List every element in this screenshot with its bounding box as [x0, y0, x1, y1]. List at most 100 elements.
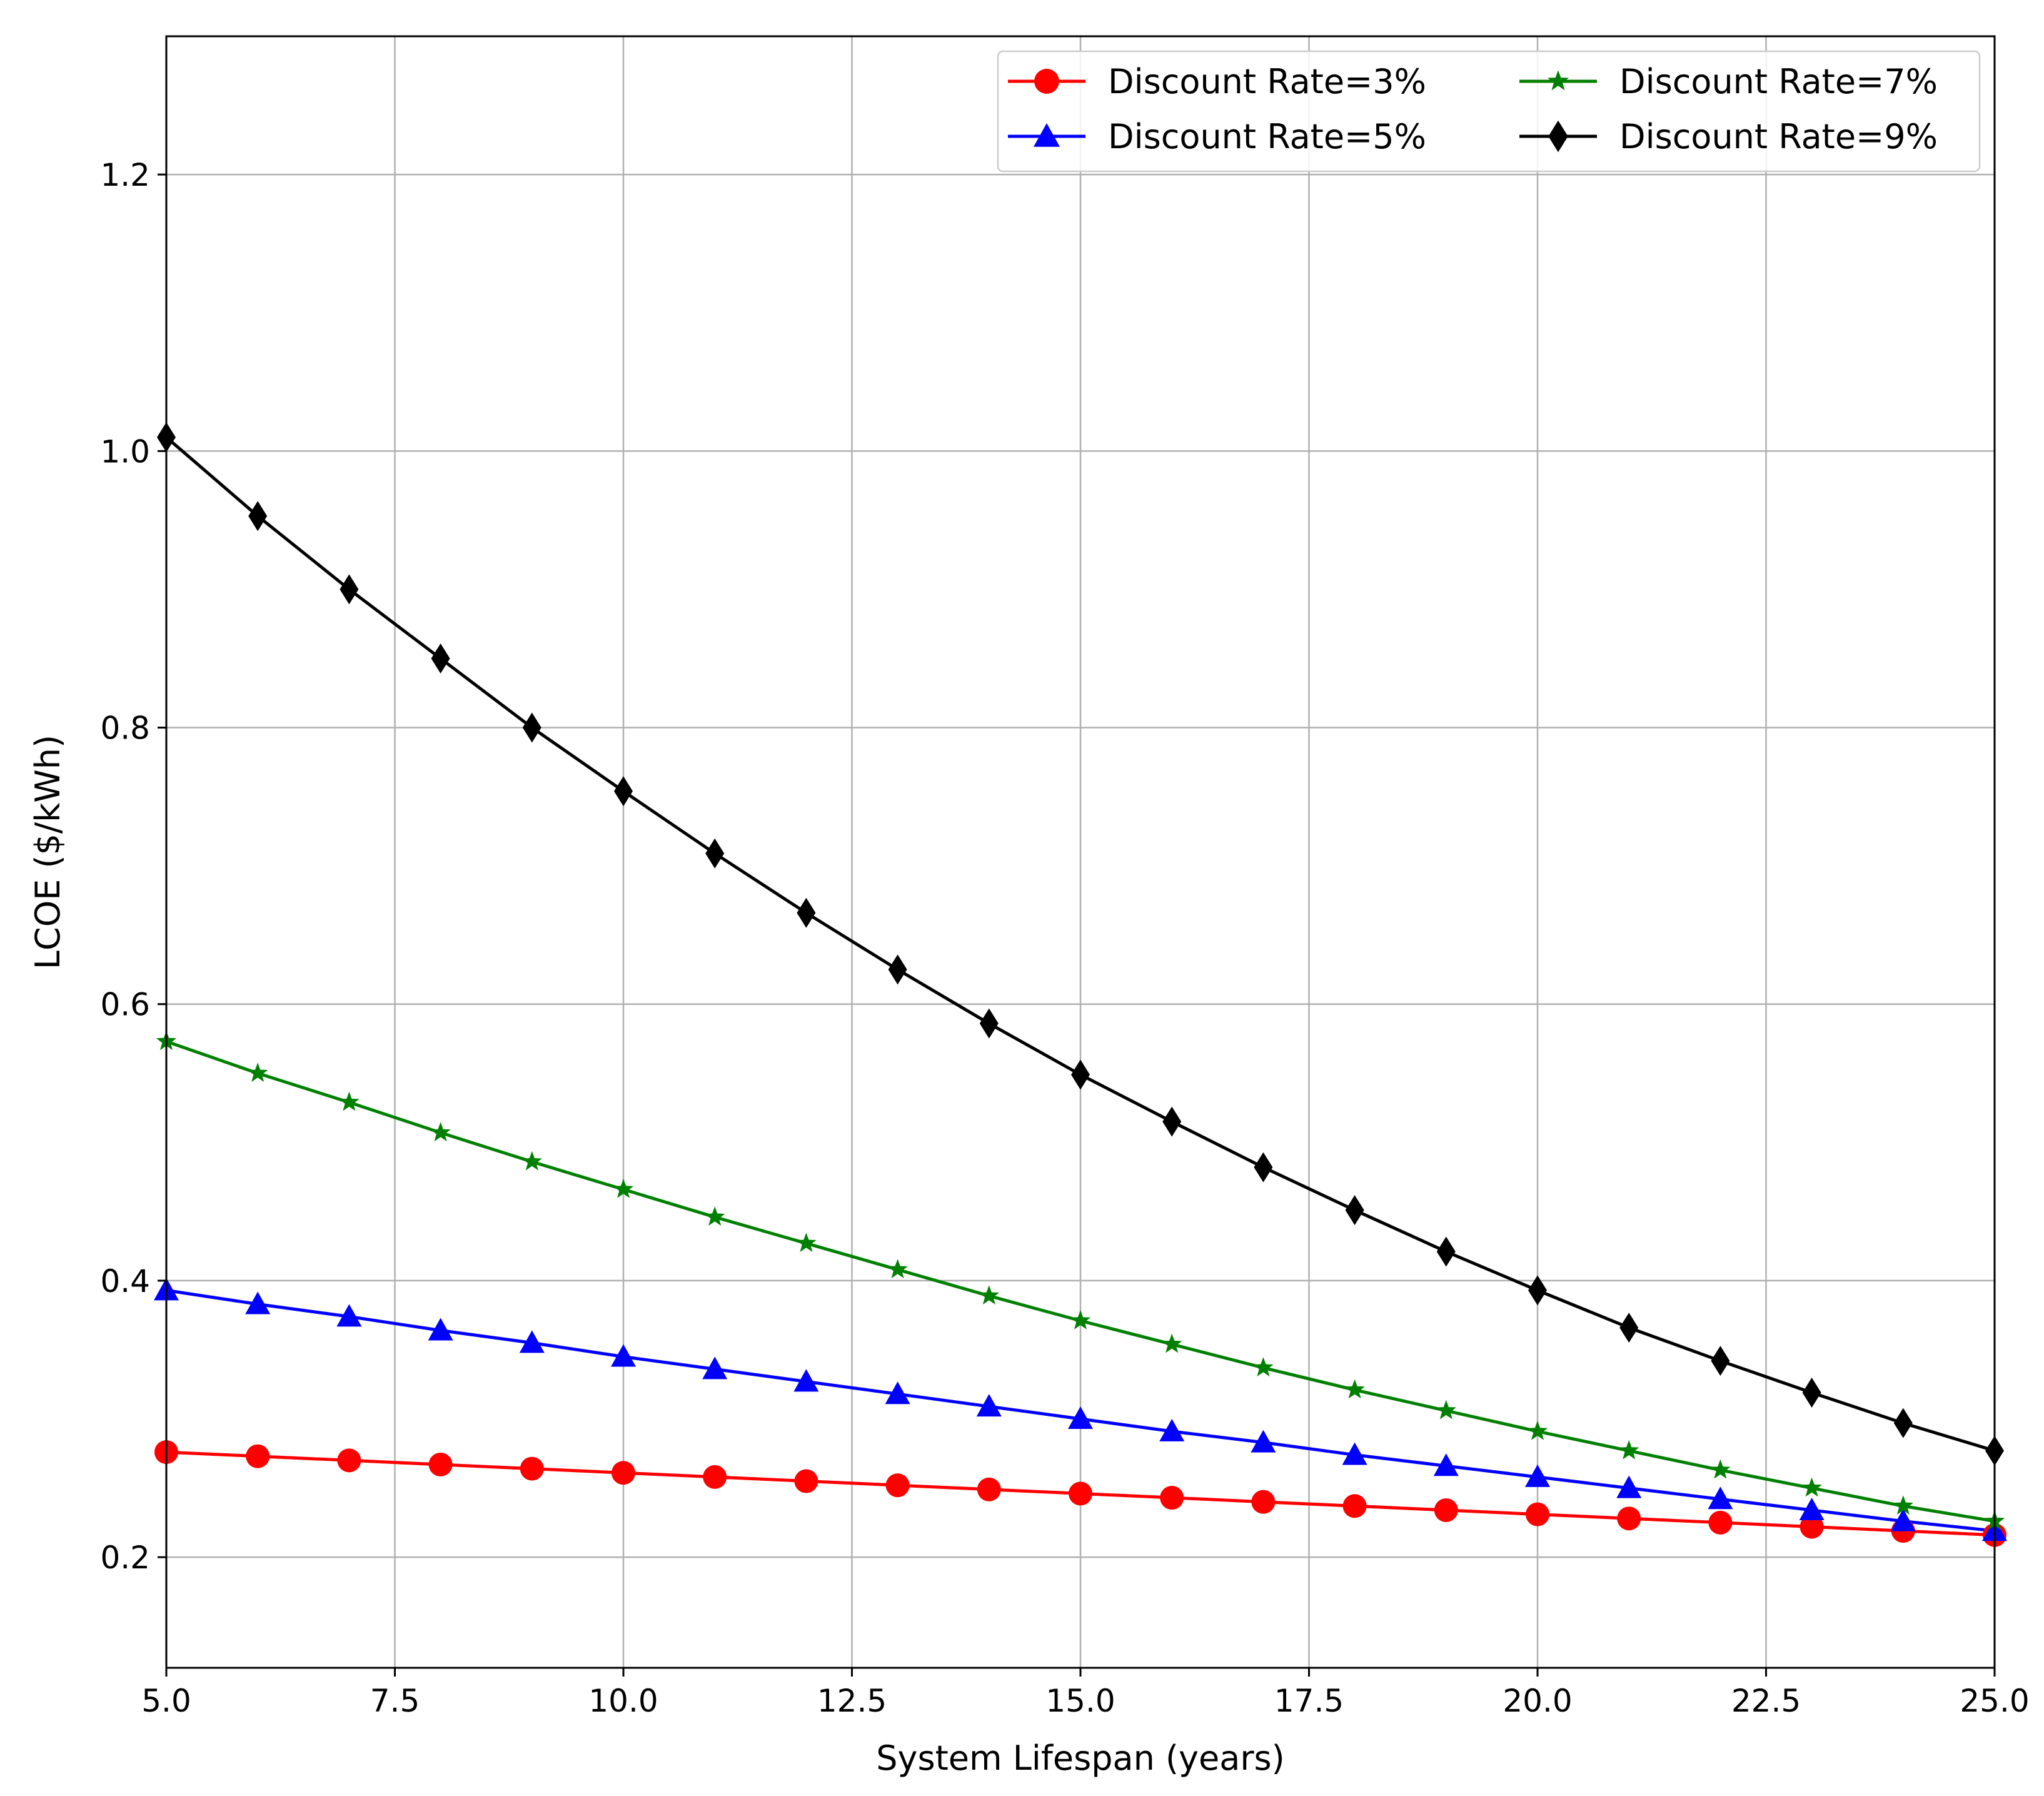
y-tick-label: 0.2: [100, 1540, 150, 1576]
diamond-marker: [248, 501, 268, 532]
triangle-marker: [428, 1318, 453, 1341]
x-tick-label: 10.0: [588, 1683, 658, 1719]
legend-label: Discount Rate=3%: [1108, 62, 1426, 101]
x-tick-label: 22.5: [1731, 1683, 1801, 1719]
legend-label: Discount Rate=9%: [1619, 117, 1938, 156]
diamond-marker: [614, 776, 633, 807]
triangle-marker: [1433, 1453, 1459, 1476]
triangle-marker: [611, 1344, 636, 1367]
star-marker: [339, 1091, 360, 1111]
x-axis-label: System Lifespan (years): [876, 1738, 1284, 1778]
diamond-marker: [1254, 1152, 1273, 1183]
x-tick-label: 12.5: [817, 1683, 887, 1719]
circle-marker: [520, 1456, 544, 1481]
triangle-marker: [1034, 123, 1060, 147]
x-tick-label: 7.5: [370, 1683, 420, 1719]
star-marker: [430, 1122, 451, 1142]
y-tick-label: 0.8: [100, 710, 150, 747]
star-marker: [887, 1259, 908, 1278]
star-marker: [1801, 1477, 1822, 1497]
star-marker: [521, 1151, 542, 1171]
legend: Discount Rate=3% Discount Rate=5% Discount…: [997, 50, 1981, 173]
diamond-marker: [1802, 1378, 1821, 1408]
triangle-marker: [1068, 1406, 1093, 1430]
star-marker: [1893, 1495, 1913, 1515]
triangle-marker: [793, 1369, 819, 1392]
star-marker: [1527, 1420, 1548, 1440]
triangle-marker: [336, 1304, 362, 1327]
circle-marker: [1160, 1486, 1184, 1510]
diamond-marker: [340, 574, 359, 605]
x-tick-label: 25.0: [1960, 1683, 2029, 1719]
circle-marker: [794, 1469, 818, 1493]
diamond-marker: [1711, 1346, 1730, 1376]
diamond-marker: [1436, 1236, 1456, 1267]
circle-marker: [246, 1444, 270, 1468]
triangle-marker: [885, 1381, 910, 1405]
grid-lines: [165, 36, 1996, 1668]
triangle-marker: [1251, 1430, 1276, 1453]
diamond-marker: [1893, 1408, 1913, 1438]
x-tick-label: 20.0: [1503, 1683, 1572, 1719]
diamond-marker: [522, 712, 541, 743]
star-marker: [1344, 1379, 1365, 1399]
circle-marker: [1034, 69, 1059, 94]
x-tick-label: 15.0: [1045, 1683, 1115, 1719]
triangle-marker: [976, 1394, 1002, 1417]
circle-marker: [1434, 1498, 1458, 1522]
y-axis-label: LCOE ($/kWh): [28, 735, 68, 969]
circle-marker: [885, 1473, 910, 1498]
triangle-marker: [1616, 1475, 1642, 1498]
star-marker: [1548, 70, 1569, 91]
circle-marker: [428, 1452, 453, 1476]
circle-marker: [1617, 1506, 1641, 1531]
triangle-marker: [519, 1330, 545, 1353]
y-axis-ticks: 0.2 0.4 0.6 0.8 1.0 1.2: [100, 157, 166, 1576]
y-tick-label: 1.0: [100, 433, 150, 470]
triangle-marker: [1159, 1418, 1185, 1441]
triangle-marker: [1890, 1508, 1916, 1531]
circle-marker: [1708, 1510, 1733, 1535]
triangle-marker: [245, 1291, 271, 1314]
y-tick-label: 0.4: [100, 1263, 150, 1299]
star-marker: [248, 1062, 268, 1082]
x-tick-label: 17.5: [1274, 1683, 1344, 1719]
x-axis-ticks: 5.0 7.5 10.0 12.5 15.0 17.5 20.0 22.5 25.0: [141, 1668, 2030, 1719]
circle-marker: [1526, 1502, 1549, 1526]
diamond-marker: [1071, 1059, 1090, 1090]
triangle-marker: [1799, 1497, 1825, 1520]
circle-marker: [1069, 1481, 1092, 1506]
diamond-marker: [1345, 1195, 1364, 1226]
circle-marker: [337, 1448, 361, 1473]
legend-box: [997, 50, 1981, 173]
diamond-marker: [1162, 1106, 1182, 1137]
diamond-marker: [1528, 1275, 1547, 1306]
circle-marker: [1342, 1494, 1367, 1518]
triangle-marker: [702, 1356, 728, 1380]
star-marker: [613, 1179, 634, 1198]
y-tick-label: 1.2: [100, 157, 150, 193]
triangle-marker: [1525, 1464, 1550, 1487]
star-marker: [705, 1206, 725, 1226]
star-marker: [1070, 1310, 1091, 1329]
circle-marker: [1800, 1515, 1824, 1539]
series-markers: [154, 422, 2007, 1547]
triangle-marker: [1342, 1442, 1367, 1465]
circle-marker: [977, 1477, 1001, 1501]
star-marker: [796, 1233, 817, 1252]
star-marker: [1253, 1357, 1274, 1376]
diamond-marker: [1548, 120, 1568, 153]
diamond-marker: [705, 838, 725, 869]
legend-label: Discount Rate=5%: [1108, 117, 1426, 156]
diamond-marker: [797, 897, 816, 928]
y-tick-label: 0.6: [100, 987, 150, 1023]
circle-marker: [612, 1461, 635, 1485]
star-marker: [1436, 1400, 1456, 1420]
diamond-marker: [1619, 1313, 1639, 1343]
circle-marker: [703, 1465, 727, 1489]
circle-marker: [1251, 1490, 1276, 1514]
legend-label: Discount Rate=7%: [1619, 62, 1938, 101]
star-marker: [979, 1285, 999, 1304]
